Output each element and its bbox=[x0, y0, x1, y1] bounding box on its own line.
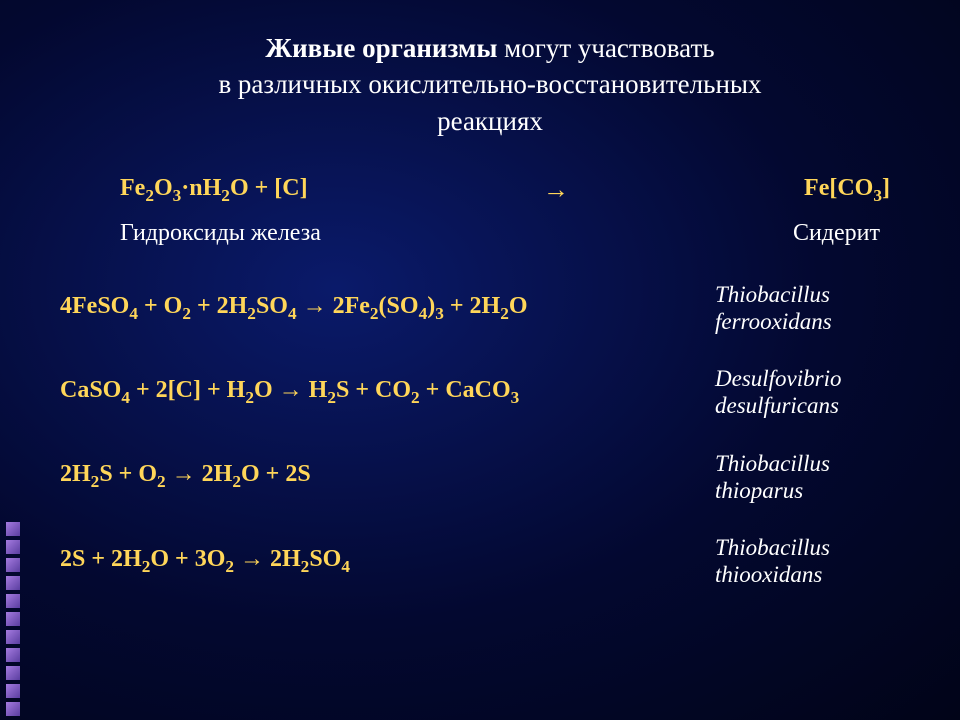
reaction-organism: Thiobacillusthioparus bbox=[715, 450, 920, 504]
decorative-square bbox=[6, 576, 20, 590]
reaction-equation: 4FeSO4 + O2 + 2H2SO4 → 2Fe2(SO4)3 + 2H2O bbox=[60, 293, 695, 324]
decorative-square bbox=[6, 666, 20, 680]
reaction-equation-wrap: 4FeSO4 + O2 + 2H2SO4 → 2Fe2(SO4)3 + 2H2O bbox=[60, 293, 715, 324]
reaction-equation-wrap: CaSO4 + 2[C] + H2O → H2S + CO2 + CaCO3 bbox=[60, 377, 715, 408]
reaction-equation: CaSO4 + 2[C] + H2O → H2S + CO2 + CaCO3 bbox=[60, 377, 695, 408]
decorative-square bbox=[6, 648, 20, 662]
slide-content: Живые организмы могут участвовать в разл… bbox=[60, 30, 920, 690]
reaction-block: 4FeSO4 + O2 + 2H2SO4 → 2Fe2(SO4)3 + 2H2O… bbox=[60, 281, 920, 335]
top-reaction-right: Fe[CO3] bbox=[804, 175, 890, 206]
reaction-equation-wrap: 2H2S + O2 → 2H2O + 2S bbox=[60, 461, 715, 492]
reactions-list: 4FeSO4 + O2 + 2H2SO4 → 2Fe2(SO4)3 + 2H2O… bbox=[60, 281, 920, 588]
title-line2: в различных окислительно-восстановительн… bbox=[218, 69, 761, 99]
reaction-equation: 2S + 2H2O + 3O2 → 2H2SO4 bbox=[60, 546, 695, 577]
title-bold: Живые организмы bbox=[265, 33, 497, 63]
decorative-square bbox=[6, 540, 20, 554]
title-rest1: могут участвовать bbox=[497, 33, 714, 63]
reaction-block: 2S + 2H2O + 3O2 → 2H2SO4 Thiobacillusthio… bbox=[60, 534, 920, 588]
label-siderite: Сидерит bbox=[793, 220, 880, 247]
decorative-square bbox=[6, 612, 20, 626]
reaction-equation: 2H2S + O2 → 2H2O + 2S bbox=[60, 461, 695, 492]
decorative-square bbox=[6, 522, 20, 536]
decorative-squares bbox=[0, 518, 30, 720]
decorative-square bbox=[6, 630, 20, 644]
reaction-organism: Thiobacillusferrooxidans bbox=[715, 281, 920, 335]
reaction-block: CaSO4 + 2[C] + H2O → H2S + CO2 + CaCO3 De… bbox=[60, 365, 920, 419]
reaction-block: 2H2S + O2 → 2H2O + 2S Thiobacillusthiopar… bbox=[60, 450, 920, 504]
reaction-organism: Thiobacillusthiooxidans bbox=[715, 534, 920, 588]
slide-title: Живые организмы могут участвовать в разл… bbox=[60, 30, 920, 139]
reaction-organism: Desulfovibriodesulfuricans bbox=[715, 365, 920, 419]
reaction-equation-wrap: 2S + 2H2O + 3O2 → 2H2SO4 bbox=[60, 546, 715, 577]
top-reaction-row: Fe2O3·nH2O + [C] → Fe[CO3] bbox=[60, 175, 920, 206]
decorative-square bbox=[6, 684, 20, 698]
decorative-square bbox=[6, 594, 20, 608]
top-labels-row: Гидроксиды железа Сидерит bbox=[60, 220, 920, 247]
decorative-square bbox=[6, 558, 20, 572]
top-reaction-arrow: → bbox=[543, 175, 569, 206]
top-reaction-left: Fe2O3·nH2O + [C] bbox=[120, 175, 308, 206]
decorative-square bbox=[6, 702, 20, 716]
title-line3: реакциях bbox=[437, 106, 543, 136]
label-hydroxides: Гидроксиды железа bbox=[120, 220, 321, 247]
